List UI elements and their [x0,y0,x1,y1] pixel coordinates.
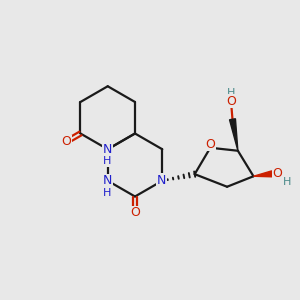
Text: H: H [103,156,111,166]
Text: O: O [272,167,282,180]
Text: N: N [103,174,112,187]
Text: O: O [130,206,140,220]
Text: O: O [205,138,215,151]
Text: O: O [61,135,71,148]
Text: N: N [103,143,112,156]
Text: N: N [157,174,166,187]
Text: H: H [283,177,291,187]
Text: H: H [227,88,235,98]
Polygon shape [230,119,238,151]
Text: O: O [226,95,236,108]
Text: H: H [103,188,111,198]
Polygon shape [254,171,272,177]
